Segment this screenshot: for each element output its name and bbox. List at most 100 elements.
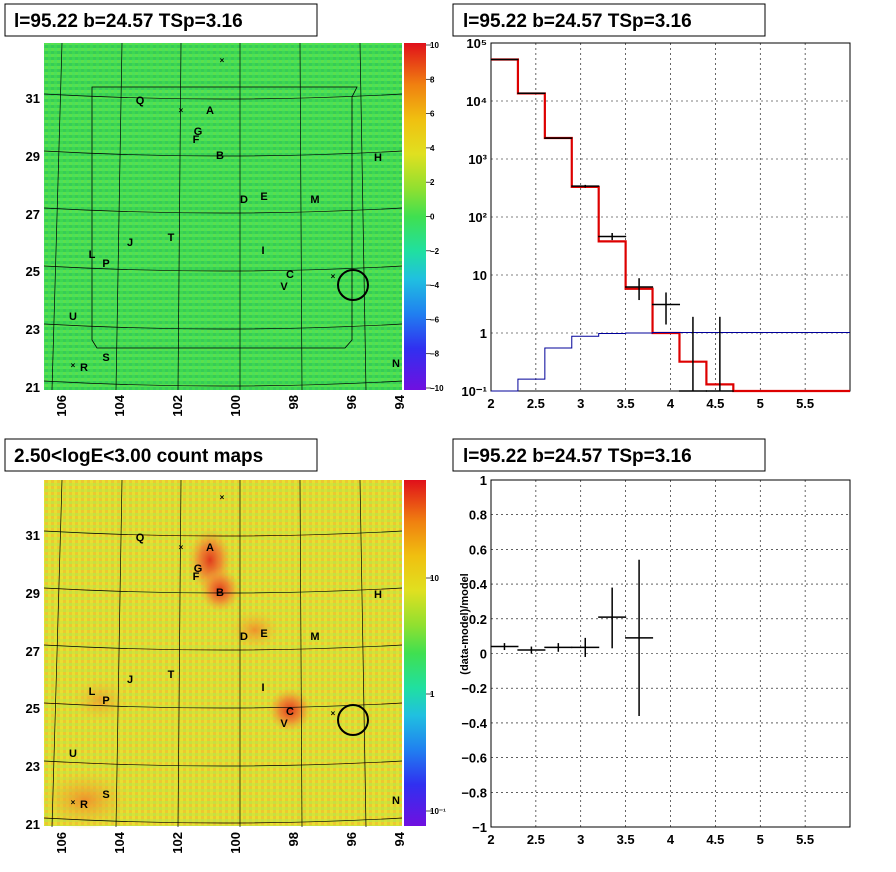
spectrum-x-tick-label: 3 <box>577 396 584 411</box>
source-cross-icon: × <box>331 709 336 718</box>
source-label: S <box>102 352 109 364</box>
residual-x-tick-label: 2 <box>487 832 494 847</box>
source-label: C <box>286 269 294 281</box>
latitude-line <box>43 760 403 767</box>
source-cross-icon: × <box>71 361 76 370</box>
source-label: U <box>69 748 77 760</box>
scale-tick-label: −4 <box>430 281 440 290</box>
source-label: E <box>260 628 267 640</box>
residual-x-tick-label: 2.5 <box>527 832 545 847</box>
scale-tick-label: 10 <box>430 574 439 583</box>
map-y-ticks: 31 29 27 25 23 21 <box>26 528 40 832</box>
map-y-tick-label: 29 <box>26 586 40 601</box>
spectrum-y-tick-label: 10⁴ <box>466 94 487 109</box>
source-label: H <box>374 152 382 164</box>
spectrum-x-tick-label: 5 <box>757 396 764 411</box>
map-y-tick-label: 21 <box>26 817 40 832</box>
model-series <box>491 58 850 393</box>
map-y-tick-label: 27 <box>26 644 40 659</box>
map-x-tick-label: 106 <box>54 832 69 854</box>
longitude-line <box>177 42 182 391</box>
scale-tick-label: 1 <box>430 690 435 699</box>
source-label: A <box>206 542 214 554</box>
scale-tick-label: 10 <box>430 41 439 50</box>
spectrum-y-tick-label: 10³ <box>468 152 487 167</box>
residual-y-tick-label: 0 <box>480 647 487 662</box>
map-grid <box>43 479 403 828</box>
source-label: T <box>168 232 175 244</box>
source-label: T <box>168 669 175 681</box>
source-labels: Q AGF B H D E M T J LP I CV U S R N × × × × <box>69 56 400 374</box>
residual-x-tick-label: 4.5 <box>706 832 724 847</box>
bottom-right-title: l=95.22 b=24.57 TSp=3.16 <box>463 446 692 467</box>
background-series <box>491 332 850 392</box>
color-scale-ticks: 10 8 6 4 2 0 −2 −4 −6 −8 −10 <box>426 41 444 393</box>
residual-y-tick-label: −0.2 <box>461 681 487 696</box>
source-label: S <box>102 789 109 801</box>
map-x-tick-label: 98 <box>286 395 301 409</box>
source-label: J <box>127 674 133 686</box>
latitude-line <box>43 817 403 824</box>
residual-y-tick-label: 0.6 <box>469 542 487 557</box>
residual-x-tick-label: 3.5 <box>617 832 635 847</box>
source-label: J <box>127 237 133 249</box>
longitude-line <box>299 42 303 391</box>
top-left-title-box <box>4 3 318 37</box>
source-label: I <box>261 245 264 257</box>
target-circle <box>337 269 369 301</box>
spectrum-ticks: 2 2.5 3 3.5 4 4.5 5 5.5 10⁵ 10⁴ 10³ 10² 10 1 10⁻¹ <box>461 36 814 411</box>
latitude-line <box>43 380 403 387</box>
significance-map <box>44 43 402 390</box>
map-x-tick-label: 102 <box>170 832 185 854</box>
residual-x-tick-label: 4 <box>667 832 675 847</box>
longitude-line <box>51 479 63 828</box>
source-labels: Q AGF B H D E M T J LP I CV U S R N × × × × <box>69 493 400 811</box>
spectrum-x-tick-label: 2.5 <box>527 396 545 411</box>
residual-ticks: 2 2.5 3 3.5 4 4.5 5 5.5 1 0.8 0.6 0.4 0.2 0 −0.2 −0.4 −0… <box>461 473 814 847</box>
hotspot-l <box>72 678 128 722</box>
scale-tick-label: −8 <box>430 350 440 359</box>
residual-y-tick-label: 0.4 <box>469 577 488 592</box>
map-x-tick-label: 94 <box>392 831 407 846</box>
latitude-line <box>43 587 403 594</box>
source-label: D <box>240 631 248 643</box>
map-x-tick-label: 100 <box>228 832 243 854</box>
residual-frame <box>490 479 851 828</box>
scale-tick-label: 10⁻¹ <box>430 807 446 816</box>
source-label: M <box>310 631 319 643</box>
source-label: P <box>102 258 109 270</box>
source-cross-icon: × <box>220 56 225 65</box>
source-cross-icon: × <box>331 272 336 281</box>
source-label: R <box>80 799 88 811</box>
map-x-tick-label: 94 <box>392 394 407 409</box>
source-label: V <box>280 718 288 730</box>
hotspot-b <box>200 568 240 612</box>
bottom-left-panel: 2.50<logE<3.00 count maps Q AGF B H D E M T J LP I… <box>4 438 446 854</box>
latitude-line <box>43 150 403 157</box>
map-x-tick-label: 102 <box>170 395 185 417</box>
residual-y-tick-label: −0.4 <box>461 716 487 731</box>
source-label: P <box>102 695 109 707</box>
spectrum-y-tick-label: 10⁵ <box>466 36 487 51</box>
hotspot-r <box>40 770 130 830</box>
source-label: F <box>193 571 200 583</box>
map-y-tick-label: 23 <box>26 322 40 337</box>
source-label: G <box>194 126 203 138</box>
scale-tick-label: 2 <box>430 178 435 187</box>
top-right-title: l=95.22 b=24.57 TSp=3.16 <box>463 11 692 32</box>
residual-x-tick-label: 3 <box>577 832 584 847</box>
source-label: G <box>194 563 203 575</box>
map-y-tick-label: 25 <box>26 701 40 716</box>
map-x-tick-label: 104 <box>112 394 127 416</box>
source-label: N <box>392 795 400 807</box>
longitude-line <box>359 479 367 828</box>
residual-y-tick-label: −1 <box>472 820 487 835</box>
spectrum-x-tick-label: 4 <box>667 396 675 411</box>
hotspot-d <box>230 610 280 650</box>
bottom-right-title-box <box>452 438 766 472</box>
map-x-ticks: 106 104 102 100 98 96 94 <box>54 394 407 416</box>
longitude-line <box>359 42 367 391</box>
residual-plot <box>490 559 654 716</box>
source-label: B <box>216 587 224 599</box>
source-cross-icon: × <box>220 493 225 502</box>
